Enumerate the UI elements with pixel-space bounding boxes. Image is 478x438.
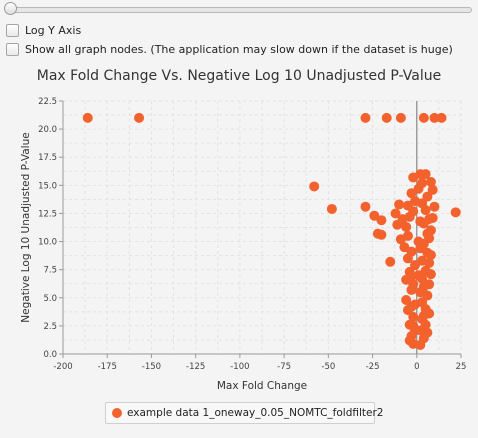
data-point[interactable] [408, 311, 419, 322]
y-tick-label: 15.0 [38, 181, 57, 191]
data-point[interactable] [413, 183, 424, 194]
data-point[interactable] [415, 216, 426, 227]
data-point[interactable] [134, 112, 145, 123]
data-point[interactable] [381, 112, 392, 123]
y-tick-label: 2.5 [43, 322, 57, 332]
x-tick-label: -200 [53, 362, 72, 372]
legend-series-label: example data 1_oneway_0.05_NOMTC_foldfil… [127, 407, 384, 419]
x-tick-label: -150 [142, 362, 161, 372]
y-tick-label: 0.0 [43, 350, 57, 360]
data-point[interactable] [360, 112, 371, 123]
data-point[interactable] [422, 191, 433, 202]
chart-legend: example data 1_oneway_0.05_NOMTC_foldfil… [105, 402, 383, 424]
data-point[interactable] [376, 229, 387, 240]
data-point[interactable] [395, 112, 406, 123]
data-point[interactable] [404, 335, 415, 346]
chart-axes: 0.0 2.5 5.0 7.5 10.0 12.5 15.0 17.5 20.0 22.5 -200… [38, 97, 466, 372]
data-point[interactable] [401, 221, 412, 232]
data-point[interactable] [326, 203, 337, 214]
data-point[interactable] [415, 287, 426, 298]
data-point[interactable] [418, 112, 429, 123]
x-tick-label: -50 [321, 362, 335, 372]
data-point[interactable] [418, 310, 429, 321]
data-point[interactable] [385, 256, 396, 267]
legend-marker-icon [112, 408, 122, 418]
data-point[interactable] [402, 253, 413, 264]
x-tick-label: -25 [366, 362, 380, 372]
y-tick-label: 5.0 [43, 294, 57, 304]
log-y-axis-label[interactable]: Log Y Axis [25, 23, 82, 37]
data-point[interactable] [394, 199, 405, 210]
data-point[interactable] [376, 215, 387, 226]
data-point[interactable] [309, 181, 320, 192]
scatter-chart: 0.0 2.5 5.0 7.5 10.0 12.5 15.0 17.5 20.0 22.5 -200… [20, 97, 466, 392]
x-tick-label: 25 [456, 362, 467, 372]
data-point[interactable] [436, 112, 447, 123]
chart-grid [62, 100, 462, 355]
data-point[interactable] [427, 184, 438, 195]
data-point[interactable] [408, 279, 419, 290]
threshold-slider[interactable] [4, 2, 474, 16]
data-point[interactable] [425, 269, 436, 280]
x-tick-label: -175 [98, 362, 117, 372]
data-point[interactable] [450, 207, 461, 218]
y-tick-label: 7.5 [43, 266, 57, 276]
data-point[interactable] [413, 236, 424, 247]
data-point[interactable] [424, 279, 435, 290]
x-tick-label: -100 [230, 362, 249, 372]
data-point[interactable] [401, 295, 412, 306]
chart-points [82, 112, 461, 351]
x-tick-label: 0 [414, 362, 419, 372]
log-y-axis-option[interactable]: Log Y Axis [6, 22, 81, 38]
show-all-nodes-label[interactable]: Show all graph nodes. (The application m… [25, 42, 453, 56]
data-point[interactable] [424, 257, 435, 268]
data-point[interactable] [417, 198, 428, 209]
data-point[interactable] [422, 228, 433, 239]
show-all-nodes-option[interactable]: Show all graph nodes. (The application m… [6, 41, 453, 57]
show-all-nodes-checkbox[interactable] [6, 42, 19, 56]
data-point[interactable] [406, 301, 417, 312]
data-point[interactable] [82, 112, 93, 123]
y-axis-label: Negative Log 10 Unadjusted P-Value [20, 132, 32, 322]
data-point[interactable] [402, 230, 413, 241]
data-point[interactable] [390, 208, 401, 219]
slider-thumb[interactable] [4, 2, 17, 15]
y-tick-label: 12.5 [38, 209, 57, 219]
x-axis-label: Max Fold Change [217, 380, 307, 392]
data-point[interactable] [429, 201, 440, 212]
log-y-axis-checkbox[interactable] [6, 23, 19, 37]
data-point[interactable] [420, 319, 431, 330]
y-tick-label: 20.0 [38, 125, 57, 135]
x-tick-label: -75 [277, 362, 291, 372]
chart-title: Max Fold Change Vs. Negative Log 10 Unad… [36, 68, 442, 84]
y-tick-label: 10.0 [38, 238, 57, 248]
data-point[interactable] [422, 327, 433, 338]
x-tick-label: -125 [186, 362, 205, 372]
data-point[interactable] [408, 206, 419, 217]
data-point[interactable] [427, 212, 438, 223]
y-tick-label: 22.5 [38, 97, 57, 107]
data-point[interactable] [429, 112, 440, 123]
data-point[interactable] [415, 169, 426, 180]
y-tick-label: 17.5 [38, 153, 57, 163]
data-point[interactable] [425, 250, 436, 261]
data-point[interactable] [425, 176, 436, 187]
data-point[interactable] [417, 273, 428, 284]
data-point[interactable] [360, 201, 371, 212]
